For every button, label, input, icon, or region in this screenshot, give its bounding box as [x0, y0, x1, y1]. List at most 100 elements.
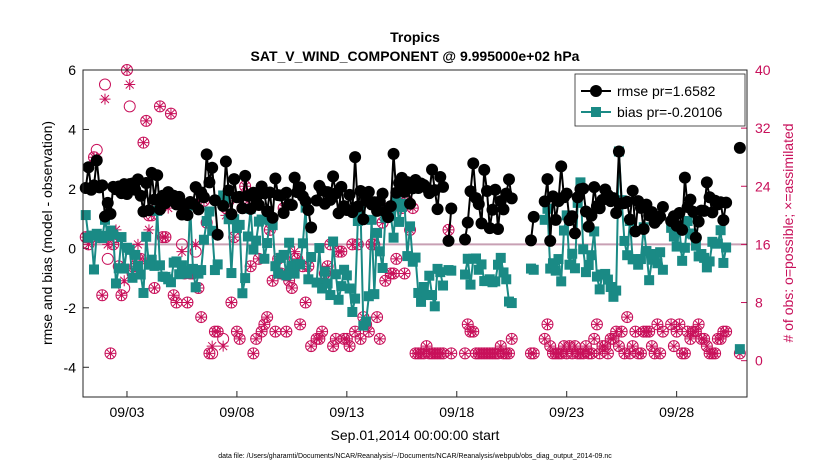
bias-point	[712, 238, 723, 249]
obs-assimilated-point	[203, 347, 215, 359]
bias-point	[374, 246, 385, 257]
bias-point	[80, 210, 91, 221]
bias-point	[429, 301, 440, 312]
bias-point	[102, 230, 113, 241]
bias-point	[564, 259, 575, 270]
bias-point	[361, 316, 372, 327]
rmse-point	[217, 199, 230, 212]
obs-assimilated-point	[322, 260, 334, 272]
obs-assimilated-point	[528, 347, 540, 359]
bias-point	[314, 243, 325, 254]
rmse-point	[349, 151, 362, 164]
bias-point	[207, 225, 218, 236]
bias-point	[586, 250, 597, 261]
rmse-point	[343, 188, 356, 201]
bias-point	[644, 275, 655, 286]
rmse-point	[104, 207, 117, 220]
obs-assimilated-point	[330, 333, 342, 345]
obs-assimilated-point	[643, 326, 655, 338]
obs-assimilated-point	[349, 326, 361, 338]
rmse-point	[203, 176, 216, 189]
rmse-point	[467, 157, 480, 170]
bias-point	[580, 267, 591, 278]
bias-point	[262, 238, 273, 249]
obs-assimilated-point	[621, 311, 633, 323]
obs-assimilated-point	[701, 340, 713, 352]
y-tick-label: 6	[68, 62, 76, 78]
bias-point	[569, 263, 580, 274]
rmse-point	[225, 208, 238, 221]
bias-point	[132, 260, 143, 271]
bias-point	[289, 268, 300, 279]
obs-assimilated-point	[503, 347, 515, 359]
bias-point	[196, 265, 207, 276]
bias-point	[339, 264, 350, 275]
bias-point	[347, 306, 358, 317]
rmse-point	[181, 209, 194, 222]
y2-tick-label: 0	[755, 353, 763, 369]
bias-point	[619, 235, 630, 246]
obs-assimilated-point	[541, 318, 553, 330]
bias-point	[273, 268, 284, 279]
rmse-point	[288, 171, 301, 184]
obs-assimilated-point	[247, 347, 259, 359]
bias-point	[259, 253, 270, 264]
obs-assimilated-point	[613, 340, 625, 352]
bias-point	[671, 241, 682, 252]
rmse-point	[280, 186, 293, 199]
bias-point	[630, 254, 641, 265]
rmse-point	[434, 171, 447, 184]
bias-point	[135, 269, 146, 280]
rmse-point	[678, 171, 691, 184]
rmse-point	[445, 202, 458, 215]
obs-assimilated-point	[165, 108, 177, 120]
obs-assimilated-point	[629, 326, 641, 338]
bias-point	[405, 221, 416, 232]
bias-point	[306, 251, 317, 262]
bias-point	[556, 276, 567, 287]
bias-point	[270, 261, 281, 272]
bias-point	[501, 274, 512, 285]
obs-assimilated-point	[421, 340, 433, 352]
rmse-point	[305, 221, 318, 234]
bias-point	[493, 259, 503, 270]
obs-assimilated-point	[379, 275, 391, 287]
legend-rmse-label: rmse pr=1.6582	[617, 83, 716, 99]
bias-point	[336, 281, 347, 292]
rmse-point	[211, 228, 224, 241]
bias-point	[506, 298, 517, 309]
bias-point	[108, 229, 119, 240]
obs-assimilated-point	[341, 333, 353, 345]
bias-point	[655, 247, 666, 258]
rmse-point	[382, 211, 395, 224]
rmse-point	[566, 210, 579, 223]
rmse-point	[612, 145, 625, 158]
bias-point	[668, 231, 679, 242]
bias-point	[322, 278, 333, 289]
bias-point	[220, 194, 231, 205]
rmse-point	[492, 223, 504, 236]
rmse-point	[219, 155, 232, 168]
obs-assimilated-point	[335, 246, 347, 258]
bias-point	[578, 244, 589, 255]
rmse-point	[486, 203, 499, 216]
legend-bias-label: bias pr=-0.20106	[617, 104, 723, 120]
obs-assimilated-point	[720, 326, 732, 338]
rmse-point	[302, 204, 315, 217]
obs-assimilated-point	[176, 246, 188, 258]
y-tick-label: 0	[68, 240, 76, 256]
obs-assimilated-point	[624, 347, 636, 359]
bias-point	[528, 264, 539, 275]
obs-assimilated-point	[118, 275, 130, 287]
obs-assimilated-point	[135, 253, 147, 265]
bias-point	[410, 252, 421, 263]
rmse-point	[654, 210, 667, 223]
rmse-point	[717, 214, 730, 227]
bias-point	[369, 289, 380, 300]
rmse-point	[96, 179, 109, 192]
rmse-point	[582, 220, 595, 233]
bias-point	[363, 291, 374, 302]
obs-assimilated-point	[168, 289, 180, 301]
obs-assimilated-point	[709, 347, 721, 359]
rmse-point	[623, 213, 636, 226]
